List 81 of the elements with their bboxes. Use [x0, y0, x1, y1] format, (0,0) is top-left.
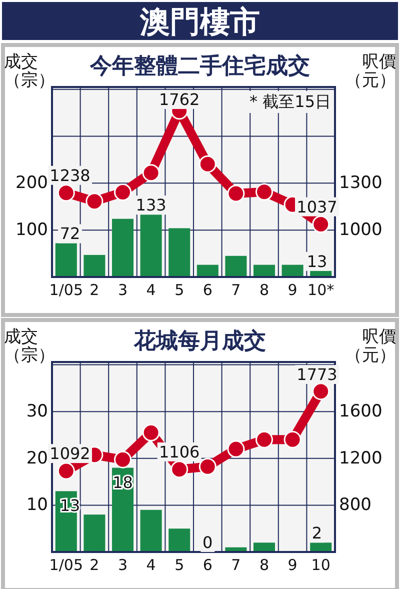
y-tick-label: 200 [16, 173, 48, 194]
x-tick-label: 1/05 [49, 281, 83, 299]
point [170, 460, 188, 478]
x-tick-label: 10* [308, 281, 335, 299]
chart-title: 花城每月成交 [133, 328, 266, 354]
x-tick-label: 6 [202, 281, 212, 299]
point [227, 440, 245, 458]
point [86, 192, 104, 210]
data-label: 1762 [158, 90, 200, 109]
data-label: 72 [60, 224, 80, 244]
chart-subtitle: 今年整體二手住宅成交 [89, 53, 310, 79]
x-tick-label: 8 [259, 556, 270, 574]
y2-tick-label: 800 [339, 495, 372, 516]
point [198, 458, 216, 476]
point [142, 164, 160, 182]
y2-tick-label: 1300 [339, 173, 382, 194]
data-label: 1106 [158, 442, 200, 462]
y-tick-label: 30 [26, 402, 48, 422]
point [57, 184, 75, 202]
data-label: 0 [202, 533, 213, 552]
bar [55, 243, 77, 277]
bar [253, 542, 276, 552]
bar [168, 528, 190, 552]
x-tick-label: 3 [118, 281, 128, 299]
data-label: 13 [306, 252, 328, 271]
chart-title: 澳門樓市 [139, 5, 260, 40]
data-label: 2 [312, 524, 322, 543]
y2-tick-label: 1000 [339, 220, 382, 240]
x-tick-label: 3 [118, 556, 128, 574]
x-tick-label: 8 [259, 281, 270, 299]
x-tick-label: 5 [174, 556, 184, 574]
bar [310, 542, 332, 552]
point [312, 382, 330, 400]
y-tick-label: 10 [26, 495, 48, 516]
x-tick-label: 6 [202, 556, 212, 574]
point [142, 424, 160, 442]
y2-tick-label: 1600 [339, 402, 382, 422]
y-axis-title: 成交（宗） [4, 327, 55, 366]
x-tick-label: 7 [231, 281, 241, 299]
x-tick-label: 1/05 [49, 556, 83, 574]
y-tick-label: 100 [16, 220, 48, 240]
point [227, 184, 245, 202]
annotation: * 截至15日 [250, 92, 331, 111]
bar [225, 256, 247, 277]
data-label: 1238 [50, 166, 90, 185]
data-label: 1092 [50, 444, 90, 464]
y2-axis-title: 呎價（元） [345, 52, 396, 91]
x-tick-label: 4 [146, 556, 156, 574]
point [114, 450, 132, 468]
point [312, 216, 330, 234]
y2-tick-label: 1200 [339, 448, 382, 468]
bar [84, 254, 106, 277]
point [114, 183, 132, 201]
bar [196, 264, 218, 277]
x-tick-label: 4 [146, 281, 156, 299]
data-label: 18 [112, 472, 133, 492]
point [57, 462, 75, 480]
bar [140, 510, 162, 552]
data-label: 1037 [296, 197, 338, 216]
bar [112, 218, 134, 277]
bar [282, 264, 304, 277]
bar [253, 264, 276, 277]
point [256, 430, 273, 448]
y-tick-label: 20 [26, 448, 48, 468]
bar [140, 214, 162, 277]
x-tick-label: 2 [90, 556, 100, 574]
data-label: 1773 [296, 365, 338, 384]
y2-axis-title: 呎價（元） [345, 327, 396, 366]
bar [84, 514, 106, 552]
x-tick-label: 7 [231, 556, 241, 574]
x-tick-label: 10 [311, 556, 330, 574]
point [256, 183, 273, 201]
point [198, 155, 216, 173]
y-axis-title: 成交（宗） [4, 52, 55, 91]
x-tick-label: 5 [174, 281, 184, 299]
x-tick-label: 9 [288, 281, 298, 299]
point [284, 430, 302, 448]
bar [168, 228, 190, 277]
data-label: 133 [136, 196, 166, 215]
x-tick-label: 9 [288, 556, 298, 574]
x-tick-label: 2 [90, 281, 100, 299]
